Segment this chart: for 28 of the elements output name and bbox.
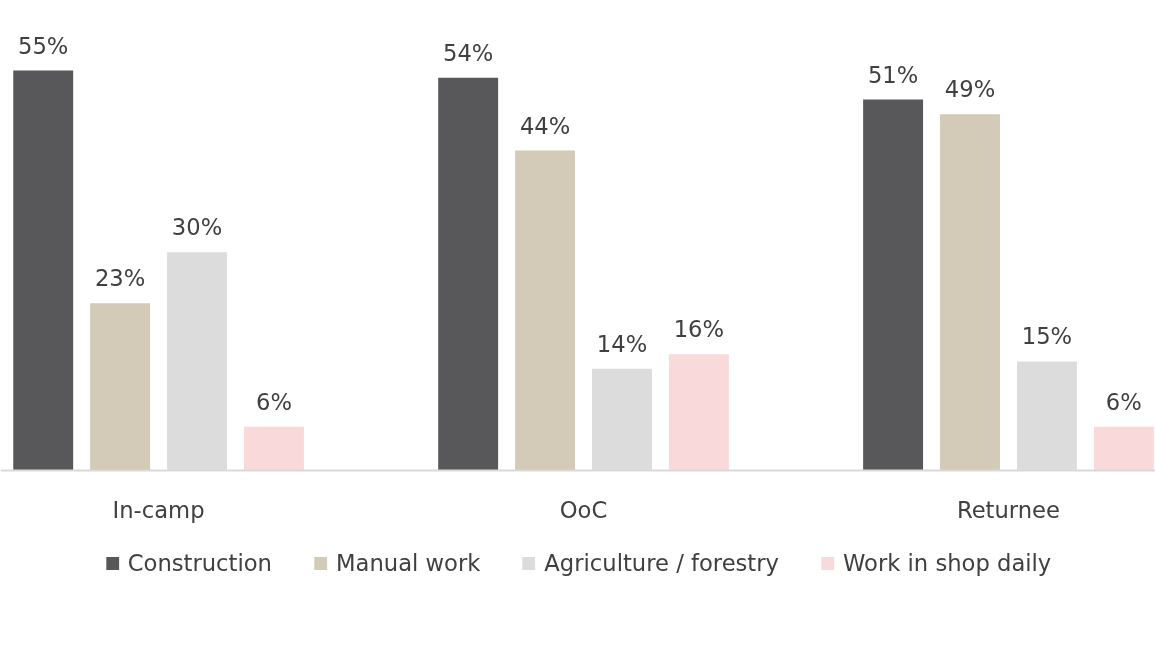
bar xyxy=(13,70,74,471)
x-tick-label: In-camp xyxy=(112,496,205,523)
data-label: 6% xyxy=(255,388,292,415)
legend-label: Work in shop daily xyxy=(842,550,1052,576)
bar xyxy=(243,426,304,471)
bar xyxy=(940,114,1000,471)
data-label: 6% xyxy=(1105,388,1142,415)
x-tick-label: OoC xyxy=(559,496,608,523)
data-label: 54% xyxy=(442,39,494,66)
data-label: 15% xyxy=(1021,323,1073,350)
legend-label: Manual work xyxy=(335,550,481,576)
data-label: 30% xyxy=(171,214,223,241)
bar xyxy=(668,354,729,471)
bar xyxy=(90,303,151,471)
data-label: 55% xyxy=(18,32,69,59)
bar xyxy=(515,150,576,471)
bar xyxy=(438,77,499,471)
legend-label: Agriculture / forestry xyxy=(544,550,779,576)
data-label: 14% xyxy=(596,330,648,357)
data-label: 44% xyxy=(519,112,571,139)
bar xyxy=(1093,426,1154,471)
data-label: 51% xyxy=(867,61,919,88)
data-label: 49% xyxy=(944,76,996,103)
data-label: 23% xyxy=(94,265,146,292)
x-tick-label: Returnee xyxy=(956,496,1060,523)
legend-label: Construction xyxy=(127,550,272,576)
data-label: 16% xyxy=(673,316,725,343)
bar xyxy=(863,99,924,471)
